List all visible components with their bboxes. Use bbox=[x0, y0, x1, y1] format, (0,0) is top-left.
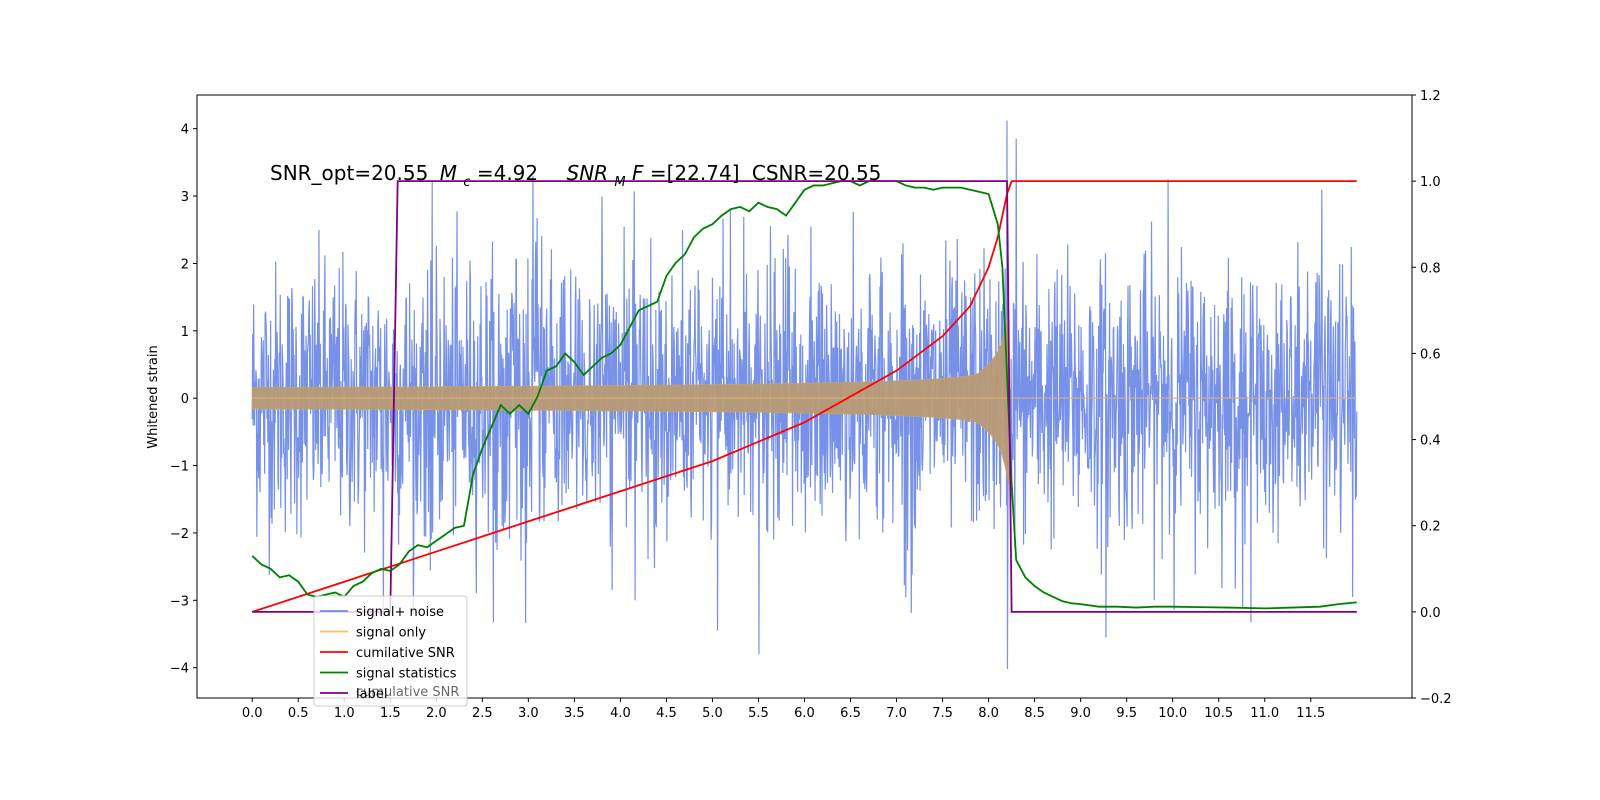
snr-opt-text: SNR_opt=20.55 bbox=[270, 161, 428, 185]
y-left-tick-label: 1 bbox=[181, 325, 189, 340]
y-left-tick-label: 4 bbox=[181, 123, 189, 138]
y-left-tick-label: 3 bbox=[181, 190, 189, 205]
y-right-tick-label: 0.6 bbox=[1420, 347, 1441, 362]
y-right-tick-label: 1.0 bbox=[1420, 175, 1441, 190]
legend-signal-only-text: signal only bbox=[356, 626, 426, 641]
y-axis-label: Whitened strain bbox=[146, 345, 161, 448]
annotation-layer: SNR_opt=20.55 M c =4.92 SNR M F =[22.74]… bbox=[270, 161, 881, 191]
cumulative-snr-line bbox=[251, 180, 1357, 613]
legend-overlap-text: cumulative SNR bbox=[356, 685, 459, 700]
y-right-tick-label: 0.0 bbox=[1420, 606, 1441, 621]
csnr-text: CSNR=20.55 bbox=[752, 161, 882, 185]
x-tick-label: 8.5 bbox=[1024, 706, 1045, 721]
y-right-tick-label: 0.8 bbox=[1420, 261, 1441, 276]
x-tick-label: 5.5 bbox=[748, 706, 769, 721]
mc-symbol: M bbox=[440, 161, 457, 185]
snrm-subscript: M bbox=[614, 175, 625, 190]
x-tick-label: 3.0 bbox=[518, 706, 539, 721]
snrm-symbol: SNR bbox=[567, 161, 609, 185]
x-tick-label: 0.5 bbox=[288, 706, 309, 721]
snrm-value: =[22.74] bbox=[650, 161, 740, 185]
x-tick-label: 7.0 bbox=[886, 706, 907, 721]
x-tick-label: 6.0 bbox=[794, 706, 815, 721]
y-left-tick-label: −2 bbox=[170, 527, 189, 542]
snr-annotation: SNR_opt=20.55 M c =4.92 SNR M F =[22.74]… bbox=[270, 161, 881, 191]
y-left-tick-label: −1 bbox=[170, 460, 189, 475]
x-tick-label: 4.0 bbox=[610, 706, 631, 721]
snrm-f: F bbox=[632, 161, 644, 185]
x-tick-label: 2.5 bbox=[472, 706, 493, 721]
x-tick-label: 9.5 bbox=[1116, 706, 1137, 721]
legend-signal-noise-text: signal+ noise bbox=[356, 605, 444, 620]
x-tick-label: 10.5 bbox=[1204, 706, 1233, 721]
x-tick-label: 4.5 bbox=[656, 706, 677, 721]
legend-cumulative-snr-text: cumilative SNR bbox=[356, 646, 455, 661]
x-tick-label: 3.5 bbox=[564, 706, 585, 721]
x-tick-label: 11.5 bbox=[1296, 706, 1325, 721]
axes-layer: 0.0 0.5 1.0 1.5 2.0 2.5 3.0 3.5 4.0 4.5 5.0 5.5 6.0 6… bbox=[170, 89, 1452, 721]
x-tick-label: 6.5 bbox=[840, 706, 861, 721]
mc-value: =4.92 bbox=[477, 161, 538, 185]
x-tick-label: 7.5 bbox=[932, 706, 953, 721]
x-tick-label: 1.5 bbox=[380, 706, 401, 721]
y-right-tick-label: −0.2 bbox=[1420, 692, 1452, 707]
y-left-tick-label: 0 bbox=[181, 392, 189, 407]
y-left-tick-label: 2 bbox=[181, 257, 189, 272]
mc-subscript: c bbox=[463, 175, 470, 190]
legend: cumulative SNR signal+ noise signal only cu… bbox=[313, 595, 468, 707]
x-tick-label: 11.0 bbox=[1250, 706, 1279, 721]
signal-statistics-line bbox=[251, 180, 1357, 610]
x-tick-label: 9.0 bbox=[1070, 706, 1091, 721]
legend-box bbox=[313, 595, 468, 707]
x-tick-label: 8.0 bbox=[978, 706, 999, 721]
y-right-tick-label: 0.4 bbox=[1420, 434, 1441, 449]
x-tick-label: 5.0 bbox=[702, 706, 723, 721]
x-tick-label: 1.0 bbox=[334, 706, 355, 721]
x-tick-label: 2.0 bbox=[426, 706, 447, 721]
x-tick-label: 10.0 bbox=[1158, 706, 1187, 721]
y-right-tick-label: 1.2 bbox=[1420, 89, 1441, 104]
y-left-tick-label: −3 bbox=[170, 594, 189, 609]
y-left-tick-label: −4 bbox=[170, 662, 189, 677]
y-right-tick-label: 0.2 bbox=[1420, 520, 1441, 535]
x-tick-label: 0.0 bbox=[242, 706, 263, 721]
legend-signal-statistics-text: signal statistics bbox=[356, 667, 457, 682]
legend-label-text: label bbox=[356, 687, 387, 702]
